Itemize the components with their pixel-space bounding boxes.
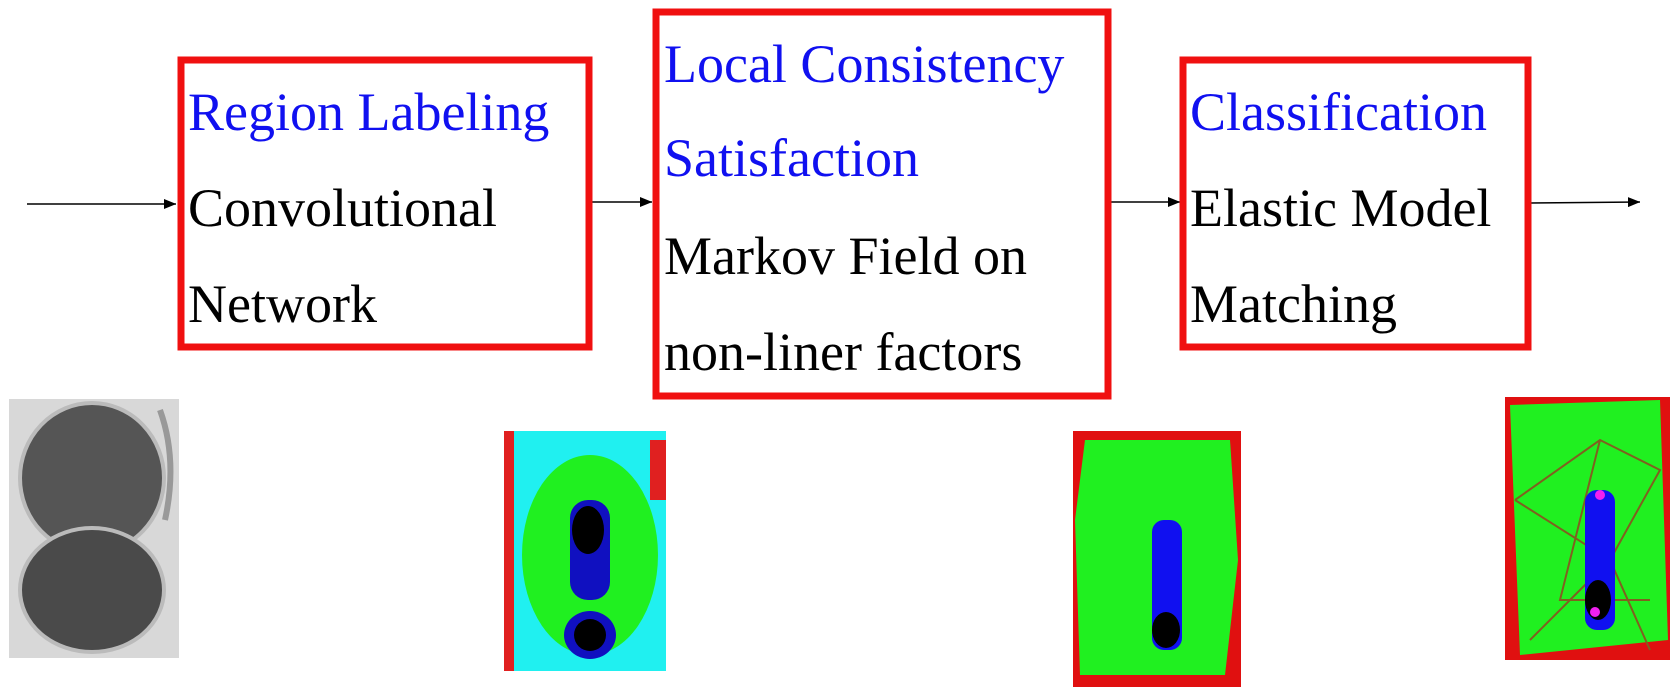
stage-title: Local Consistency [664,34,1064,94]
stage-box: Local Consistency Satisfaction Markov Fi… [656,12,1108,396]
stage-method: Convolutional [188,178,497,238]
stage-method: Matching [1190,274,1397,334]
consistency-image [1073,431,1241,687]
stage-title: Region Labeling [188,82,549,142]
stage-method: non-liner factors [664,322,1022,382]
stage-box: Region Labeling Convolutional Network [181,60,589,347]
stage-method: Elastic Model [1190,178,1491,238]
labeling-image [504,431,666,671]
stage-title: Classification [1190,82,1487,142]
stage-method: Network [188,274,377,334]
arrow [1530,202,1640,203]
stage-title: Satisfaction [664,128,919,188]
input-image [9,399,179,658]
stage-method: Markov Field on [664,226,1027,286]
pipeline-diagram: Region Labeling Convolutional Network Lo… [0,0,1670,689]
classification-image [1505,397,1670,660]
stage-box: Classification Elastic Model Matching [1183,60,1528,347]
